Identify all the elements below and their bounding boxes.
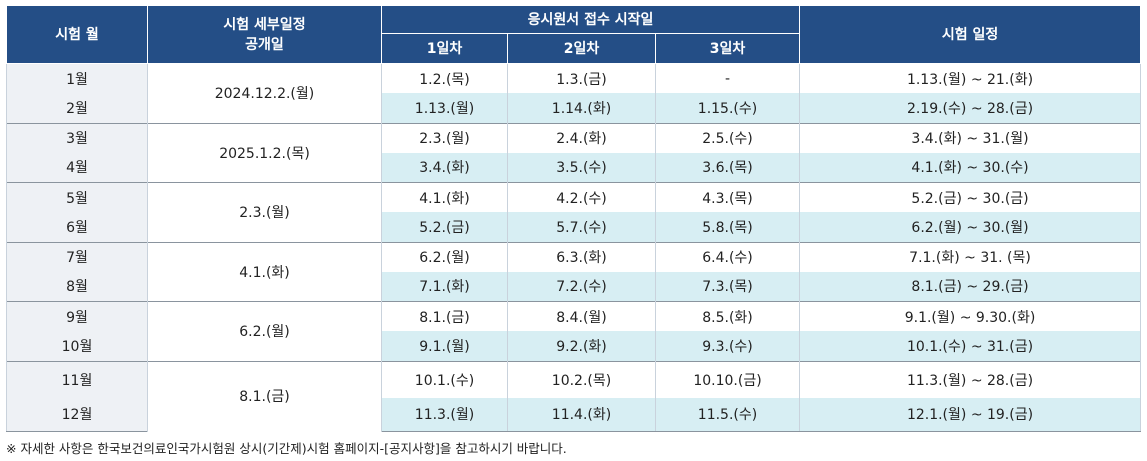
header-month: 시험 월 <box>6 5 148 64</box>
month-cell: 4월 <box>6 152 148 183</box>
day1-cell: 6.2.(월) <box>381 241 508 272</box>
day3-cell: 7.3.(목) <box>654 271 801 302</box>
table-row: 7월 4.1.(화) 6.2.(월) 6.3.(화) 6.4.(수) 7.1.(화) ~ … <box>6 241 1142 302</box>
day1-cell: 11.3.(월) <box>381 398 508 432</box>
table-row: 3월 2025.1.2.(목) 2.3.(월) 2.4.(화) 2.5.(수) 3.4.(… <box>6 122 1142 183</box>
exam-schedule-table: 시험 월 시험 세부일정 공개일 응시원서 접수 시작일 시험 일정 1일차 2… <box>6 5 1142 432</box>
month-cell: 1월 <box>6 63 148 93</box>
table-row: 10월 9.1.(월) 9.2.(화) 9.3.(수) 10.1.(수) ~ 31.(금… <box>6 331 1142 361</box>
month-cell: 9월 <box>6 301 148 331</box>
footnote: ※ 자세한 사항은 한국보건의료인국가시험원 상시(기간제)시험 홈페이지-[공… <box>6 441 567 456</box>
day3-cell: - <box>654 63 801 93</box>
table-row: 5월 2.3.(월) 4.1.(화) 4.2.(수) 4.3.(목) 5.2.(금) ~ … <box>6 182 1142 242</box>
open-date-cell: 2024.12.2.(월) <box>147 63 382 123</box>
schedule-body: 1월 2024.12.2.(월) 1.2.(목) 1.3.(금) -1.13.(월) ~… <box>6 63 1142 432</box>
table-row: 11월 8.1.(금) 10.1.(수) 10.2.(목) 10.10.(금) 11.3.… <box>6 360 1142 431</box>
day2-cell: 11.4.(화) <box>507 398 656 432</box>
exam-period-cell: 2.19.(수) ~ 28.(금) <box>799 93 1142 123</box>
day1-cell: 5.2.(금) <box>381 212 508 242</box>
header-exam-period: 시험 일정 <box>799 5 1142 64</box>
month-cell: 2월 <box>6 93 148 123</box>
exam-period-cell: 8.1.(금) ~ 29.(금) <box>799 271 1142 302</box>
header-row-1: 시험 월 시험 세부일정 공개일 응시원서 접수 시작일 시험 일정 <box>6 5 1142 64</box>
header-day2: 2일차 <box>507 33 656 64</box>
day2-cell: 10.2.(목) <box>507 360 656 398</box>
month-cell: 11월 <box>6 360 148 398</box>
exam-period-cell: 11.3.(월) ~ 28.(금) <box>799 360 1142 398</box>
day1-cell: 2.3.(월) <box>381 122 508 153</box>
day1-cell: 10.1.(수) <box>381 360 508 398</box>
day1-cell: 9.1.(월) <box>381 331 508 361</box>
day3-cell: 2.5.(수) <box>654 122 801 153</box>
exam-period-cell: 6.2.(월) ~ 30.(월) <box>799 212 1142 242</box>
table-row: 2월 1.13.(월) 1.14.(화) 1.15.(수) 2.19.(수) ~ 28.… <box>6 93 1142 123</box>
day2-cell: 1.3.(금) <box>507 63 656 93</box>
table-row: 6월 5.2.(금) 5.7.(수) 5.8.(목) 6.2.(월) ~ 30.(월) <box>6 212 1142 242</box>
header-day1: 1일차 <box>381 33 508 64</box>
day1-cell: 4.1.(화) <box>381 182 508 212</box>
day2-cell: 4.2.(수) <box>507 182 656 212</box>
table-row: 12월 11.3.(월) 11.4.(화) 11.5.(수) 12.1.(월) ~ 19… <box>6 398 1142 432</box>
day2-cell: 7.2.(수) <box>507 271 656 302</box>
day1-cell: 3.4.(화) <box>381 152 508 183</box>
month-cell: 3월 <box>6 122 148 153</box>
exam-period-cell: 12.1.(월) ~ 19.(금) <box>799 398 1142 432</box>
day3-cell: 9.3.(수) <box>654 331 801 361</box>
day2-cell: 1.14.(화) <box>507 93 656 123</box>
table-row: 8월 7.1.(화) 7.2.(수) 7.3.(목) 8.1.(금) ~ 29.(금) <box>6 271 1142 302</box>
header-row-2: 1일차 2일차 3일차 <box>7 33 1141 64</box>
day3-cell: 5.8.(목) <box>654 212 801 242</box>
day2-cell: 3.5.(수) <box>507 152 656 183</box>
month-cell: 7월 <box>6 241 148 272</box>
day3-cell: 6.4.(수) <box>654 241 801 272</box>
header-day3: 3일차 <box>654 33 801 64</box>
month-cell: 8월 <box>6 271 148 302</box>
day1-cell: 1.2.(목) <box>381 63 508 93</box>
day3-cell: 3.6.(목) <box>654 152 801 183</box>
exam-period-cell: 9.1.(월) ~ 9.30.(화) <box>799 301 1142 331</box>
day3-cell: 1.15.(수) <box>654 93 801 123</box>
table-row: 4월 3.4.(화) 3.5.(수) 3.6.(목) 4.1.(화) ~ 30.(수) <box>6 152 1142 183</box>
exam-period-cell: 4.1.(화) ~ 30.(수) <box>799 152 1142 183</box>
month-cell: 5월 <box>6 182 148 212</box>
day3-cell: 4.3.(목) <box>654 182 801 212</box>
day2-cell: 8.4.(월) <box>507 301 656 331</box>
month-cell: 12월 <box>6 398 148 432</box>
month-cell: 6월 <box>6 212 148 242</box>
exam-period-cell: 3.4.(화) ~ 31.(월) <box>799 122 1142 153</box>
open-date-cell: 4.1.(화) <box>147 241 382 302</box>
day2-cell: 2.4.(화) <box>507 122 656 153</box>
month-cell: 10월 <box>6 331 148 361</box>
exam-period-cell: 1.13.(월) ~ 21.(화) <box>799 63 1142 93</box>
table-row: 1월 2024.12.2.(월) 1.2.(목) 1.3.(금) -1.13.(월) ~… <box>6 63 1142 123</box>
day3-cell: 8.5.(화) <box>654 301 801 331</box>
day1-cell: 1.13.(월) <box>381 93 508 123</box>
day3-cell: 11.5.(수) <box>654 398 801 432</box>
open-date-cell: 8.1.(금) <box>147 360 382 431</box>
day2-cell: 9.2.(화) <box>507 331 656 361</box>
day1-cell: 8.1.(금) <box>381 301 508 331</box>
day3-cell: 10.10.(금) <box>654 360 801 398</box>
header-open-date: 시험 세부일정 공개일 <box>147 5 382 64</box>
day2-cell: 6.3.(화) <box>507 241 656 272</box>
day1-cell: 7.1.(화) <box>381 271 508 302</box>
exam-period-cell: 5.2.(금) ~ 30.(금) <box>799 182 1142 212</box>
open-date-cell: 6.2.(월) <box>147 301 382 361</box>
header-application-start: 응시원서 접수 시작일 <box>380 5 801 34</box>
open-date-cell: 2.3.(월) <box>147 182 382 242</box>
open-date-cell: 2025.1.2.(목) <box>147 122 382 183</box>
table-row: 9월 6.2.(월) 8.1.(금) 8.4.(월) 8.5.(화) 9.1.(월) ~ … <box>6 301 1142 361</box>
day2-cell: 5.7.(수) <box>507 212 656 242</box>
exam-period-cell: 10.1.(수) ~ 31.(금) <box>799 331 1142 361</box>
exam-period-cell: 7.1.(화) ~ 31. (목) <box>799 241 1142 272</box>
